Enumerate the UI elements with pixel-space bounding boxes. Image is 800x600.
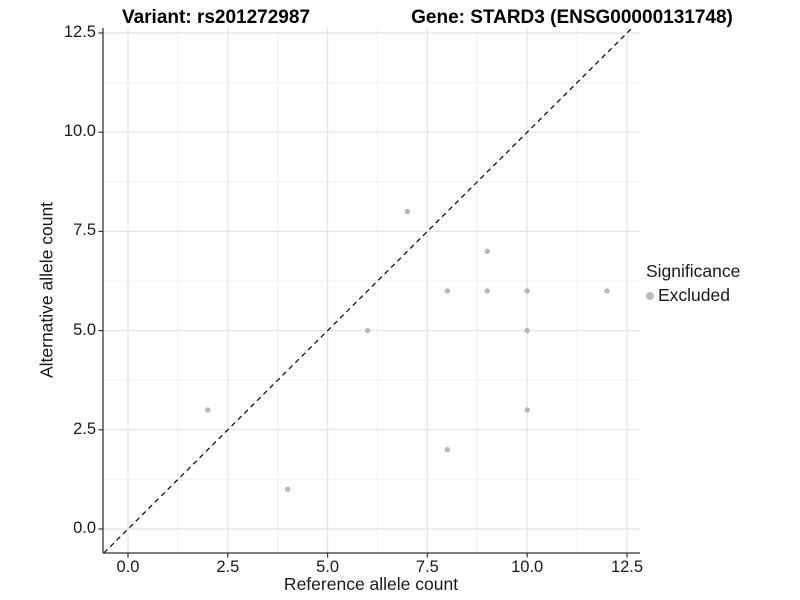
plot-title-gene: Gene: STARD3 (ENSG00000131748) — [411, 7, 733, 28]
data-point — [444, 446, 451, 453]
data-point — [284, 486, 291, 493]
plot-title-variant: Variant: rs201272987 — [121, 7, 311, 28]
y-tick-label: 5.0 — [73, 320, 96, 339]
data-point — [404, 208, 411, 215]
x-tick-label: 7.5 — [415, 558, 439, 576]
x-tick-label: 12.5 — [610, 558, 644, 576]
identity-line — [103, 27, 633, 554]
x-tick-label: 0.0 — [116, 558, 140, 576]
data-point — [484, 288, 490, 294]
legend-entry-label: Excluded — [658, 285, 730, 305]
data-point — [524, 327, 530, 334]
legend-title: Significance — [646, 261, 741, 281]
data-point — [364, 327, 371, 334]
y-tick-label: 7.5 — [73, 221, 96, 240]
data-point — [524, 288, 530, 294]
data-point — [524, 407, 530, 413]
legend: Significance Excluded — [646, 261, 740, 306]
x-tick-label: 2.5 — [216, 558, 240, 576]
y-tick-label: 2.5 — [73, 419, 96, 438]
y-tick-label: 10.0 — [63, 122, 96, 141]
x-axis-title: Reference allele count — [283, 574, 459, 594]
data-point — [604, 288, 610, 294]
legend-point-icon — [646, 291, 654, 300]
data-point — [444, 288, 451, 294]
x-tick-label: 5.0 — [316, 558, 340, 576]
y-tick-label: 0.0 — [73, 519, 96, 537]
data-point — [484, 248, 490, 254]
data-point — [205, 407, 211, 413]
x-tick-label: 10.0 — [511, 558, 544, 576]
y-tick-label: 12.5 — [63, 23, 96, 41]
legend-entry-excluded: Excluded — [646, 285, 740, 306]
